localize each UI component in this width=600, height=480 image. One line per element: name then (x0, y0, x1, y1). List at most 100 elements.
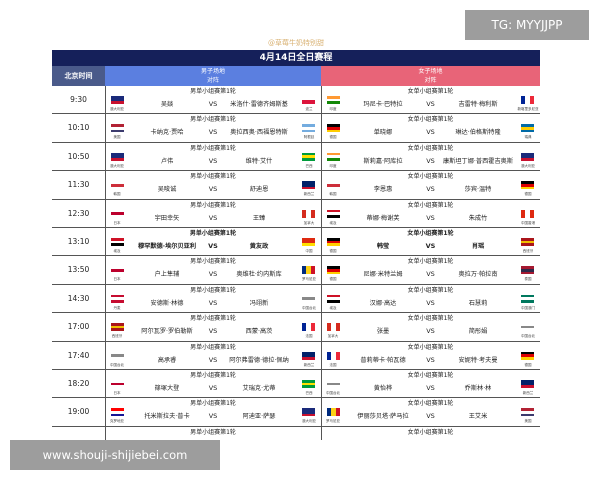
flag-icon (302, 351, 315, 360)
match-time: 17:40 (52, 341, 106, 369)
player-left: 普莉蒂卡·帕瓦德 (360, 356, 406, 364)
player-left: 单晓娜 (373, 129, 393, 137)
flag-icon (111, 408, 124, 417)
vs-label: VS (208, 241, 218, 250)
women-match: 女单小组赛第1轮 罗马尼亚 伊丽莎贝塔·萨马拉 VS 王艾米 美国 (321, 398, 540, 425)
match-time: 19:00 (52, 398, 106, 426)
match-time: 10:50 (52, 142, 106, 171)
flag-icon (302, 294, 315, 303)
player-left: 卢伟 (160, 157, 174, 165)
player-right: 奥拉西奥·西福恩特斯 (230, 129, 288, 137)
table-row: 男单小组赛第1轮 女单小组赛第1轮 (52, 426, 540, 440)
flag-icon (302, 209, 315, 218)
player-left: 黄怡桦 (373, 384, 393, 392)
men-match: 男单小组赛第1轮 克罗地亚 托米斯拉夫·普卡 VS 阿迪亚·萨瑟 澳大利亚 (105, 398, 322, 426)
country-label: 西班牙 (522, 248, 534, 253)
women-match: 女单小组赛第1轮 埃及 汉娜·高达 VS 石慧莉 中国澳门 (321, 285, 540, 312)
vs-label: VS (426, 156, 435, 165)
country-label: 日本 (113, 390, 121, 395)
women-match: 女单小组赛第1轮 韩国 李恩惠 VS 莎宾·温特 德国 (321, 171, 540, 198)
country-label: 西班牙 (111, 334, 123, 339)
table-row: 10:50 男单小组赛第1轮 澳大利亚 卢伟 VS 维特·艾什 巴西 女单小组赛第1轮 印度 斯莉… (52, 142, 540, 172)
country-label: 新喀里多尼亚 (517, 107, 539, 111)
round-label: 女单小组赛第1轮 (407, 400, 454, 408)
country-label: 韩国 (113, 192, 121, 197)
women-match: 女单小组赛第1轮 法国 普莉蒂卡·帕瓦德 VS 安妮特·考夫曼 德国 (321, 342, 540, 369)
country-label: 德国 (524, 192, 532, 197)
player-right: 简彤娟 (468, 328, 488, 336)
country-label: 波兰 (305, 107, 313, 111)
vs-label: VS (426, 327, 435, 336)
flag-icon (111, 323, 124, 332)
header-women: 女子场地 对阵 (321, 66, 540, 86)
match-time: 11:30 (52, 171, 106, 199)
match-time: 13:10 (52, 227, 106, 256)
match-time: 10:10 (52, 114, 106, 142)
flag-icon (302, 408, 315, 417)
flag-icon (111, 209, 124, 218)
country-label: 新西兰 (303, 362, 315, 367)
player-right: 冯翊新 (249, 299, 269, 307)
country-label: 巴西 (305, 163, 313, 168)
table-row: 19:00 男单小组赛第1轮 克罗地亚 托米斯拉夫·普卡 VS 阿迪亚·萨瑟 澳大利亚 女单小… (52, 398, 540, 427)
player-left: 蒂娜·梅谢芙 (366, 214, 400, 222)
men-match: 男单小组赛第1轮 韩国 吴晙诚 VS 舒迪恩 新西兰 (105, 171, 322, 199)
women-match: 女单小组赛第1轮 中国台北 黄怡桦 VS 乔斯林·林 新西兰 (321, 370, 540, 397)
player-right: 艾瑞克·尤蒂 (242, 384, 276, 392)
flag-icon (302, 266, 315, 275)
credit-text: @草莓牛奶特别甜 (268, 39, 324, 47)
men-match: 男单小组赛第1轮 美国 卡纳克·贾哈 VS 奥拉西奥·西福恩特斯 阿根廷 (105, 114, 322, 142)
country-label: 澳大利亚 (302, 419, 316, 424)
country-label: 印度 (329, 107, 337, 111)
flag-icon (521, 323, 534, 332)
round-label: 男单小组赛第1轮 (190, 144, 236, 152)
country-label: 日本 (113, 220, 121, 225)
country-label: 克罗地亚 (110, 419, 124, 424)
men-match: 男单小组赛第1轮 日本 户上隼辅 VS 奥维杜·约内斯库 罗马尼亚 (105, 256, 322, 284)
country-label: 巴西 (305, 390, 313, 395)
header-men-sub: 对阵 (206, 77, 219, 84)
flag-icon (302, 124, 315, 133)
country-label: 新西兰 (522, 390, 534, 395)
men-match: 男单小组赛第1轮 澳大利亚 卢伟 VS 维特·艾什 巴西 (105, 142, 322, 171)
player-left: 玛尼卡·巴特拉 (363, 101, 403, 108)
player-left: 汉娜·高达 (369, 299, 397, 307)
player-left: 篠塚大登 (154, 384, 180, 392)
table-row: 13:50 男单小组赛第1轮 日本 户上隼辅 VS 奥维杜·约内斯库 罗马尼亚 女单小组赛第1… (52, 256, 540, 285)
women-match: 女单小组赛第1轮 印度 玛尼卡·巴特拉 VS 吉雷特·梅利斯 新喀里多尼亚 (321, 86, 540, 113)
match-time: 14:30 (52, 284, 106, 313)
vs-label: VS (426, 298, 435, 307)
men-match: 男单小组赛第1轮 澳大利亚 吴燚 VS 米洛什·雷德齐姆斯基 波兰 (105, 86, 322, 114)
player-left: 张墨 (376, 328, 390, 336)
country-label: 埃及 (329, 305, 337, 310)
country-label: 中国澳门 (521, 305, 535, 310)
flag-icon (521, 96, 534, 104)
round-label: 女单小组赛第1轮 (407, 88, 454, 95)
round-label: 男单小组赛第1轮 (190, 201, 236, 209)
flag-icon (327, 181, 340, 190)
men-match: 男单小组赛第1轮 埃及 穆罕默德·埃尔贝亚利 VS 黄友政 中国 (105, 227, 322, 256)
women-match: 女单小组赛第1轮 德国 单晓娜 VS 琳达·伯格斯特隆 瑞典 (321, 114, 540, 141)
vs-label: VS (426, 128, 435, 137)
round-label: 男单小组赛第1轮 (189, 229, 237, 237)
round-label: 女单小组赛第1轮 (407, 173, 454, 181)
vs-label: VS (426, 100, 435, 108)
country-label: 德国 (329, 277, 337, 282)
vs-label: VS (208, 383, 218, 392)
country-label: 中国台北 (302, 305, 316, 310)
round-label: 女单小组赛第1轮 (407, 371, 454, 379)
player-left: 尼娜·米特兰姆 (363, 271, 403, 279)
vs-label: VS (426, 270, 435, 279)
vs-label: VS (208, 412, 218, 421)
flag-icon (327, 351, 340, 360)
table-row: 18:20 男单小组赛第1轮 日本 篠塚大登 VS 艾瑞克·尤蒂 巴西 女单小组赛第1轮 中国台… (52, 369, 540, 399)
player-left: 高承睿 (157, 356, 177, 364)
flag-icon (327, 379, 340, 388)
flag-icon (327, 237, 340, 246)
player-right: 康斯坦丁娜·普西霍吉奥斯 (442, 157, 514, 165)
flag-icon (521, 408, 534, 417)
flag-icon (111, 379, 124, 388)
flag-icon (521, 379, 534, 388)
country-label: 韩国 (329, 192, 337, 197)
flag-icon (521, 181, 534, 190)
